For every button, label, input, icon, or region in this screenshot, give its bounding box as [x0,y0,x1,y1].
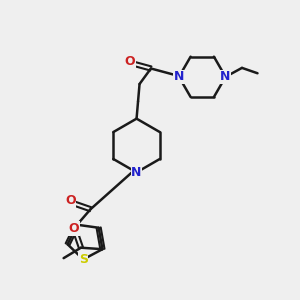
Text: O: O [65,194,76,207]
Text: O: O [69,222,80,235]
Text: N: N [131,166,142,179]
Text: N: N [174,70,184,83]
Text: S: S [79,253,88,266]
Text: O: O [124,55,135,68]
Text: N: N [220,70,231,83]
